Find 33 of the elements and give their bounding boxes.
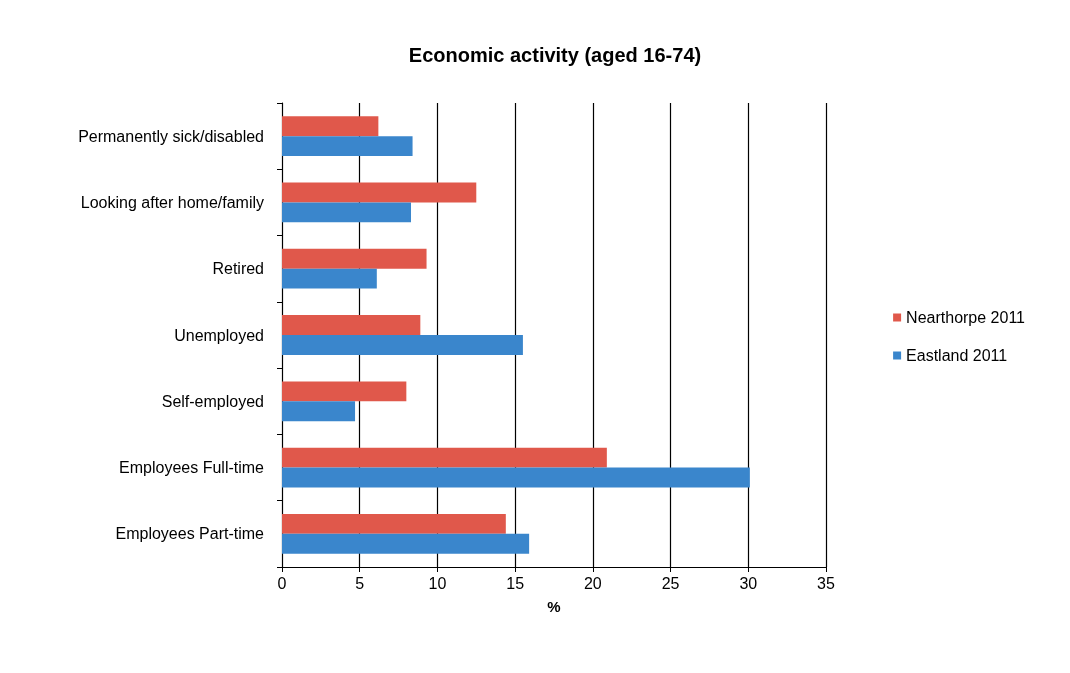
x-tick-label: 10 bbox=[428, 574, 447, 592]
y-tick-label: Self-employed bbox=[161, 392, 264, 410]
x-tick-label: 0 bbox=[277, 574, 287, 592]
bar bbox=[282, 533, 530, 554]
bar bbox=[282, 381, 407, 402]
y-tick-label: Permanently sick/disabled bbox=[78, 127, 264, 145]
y-tick-label: Employees Part-time bbox=[115, 525, 265, 543]
bar bbox=[282, 202, 412, 223]
bar bbox=[282, 268, 377, 289]
y-tick-label: Retired bbox=[212, 260, 264, 278]
y-tick-label: Employees Full-time bbox=[119, 459, 265, 477]
bar bbox=[282, 335, 523, 355]
bar bbox=[282, 248, 427, 269]
bar bbox=[282, 182, 477, 203]
y-tick-label: Looking after home/family bbox=[80, 193, 264, 211]
chart-title: Economic activity (aged 16-74) bbox=[408, 44, 702, 66]
bar bbox=[282, 315, 421, 335]
bar bbox=[282, 401, 356, 422]
y-tick-label: Unemployed bbox=[174, 326, 264, 344]
x-tick-label: 35 bbox=[817, 574, 835, 592]
bar bbox=[282, 136, 413, 157]
x-axis-title: % bbox=[547, 598, 561, 615]
legend-label: Eastland 2011 bbox=[906, 347, 1008, 364]
bar bbox=[282, 116, 379, 137]
bar bbox=[282, 467, 750, 488]
legend-label: Nearthorpe 2011 bbox=[906, 309, 1026, 326]
x-tick-label: 5 bbox=[355, 574, 365, 592]
bar bbox=[282, 513, 506, 534]
x-tick-label: 30 bbox=[739, 574, 758, 592]
x-tick-label: 15 bbox=[506, 574, 525, 592]
x-tick-label: 20 bbox=[583, 574, 602, 592]
x-tick-label: 25 bbox=[661, 574, 680, 592]
bar bbox=[282, 447, 607, 468]
